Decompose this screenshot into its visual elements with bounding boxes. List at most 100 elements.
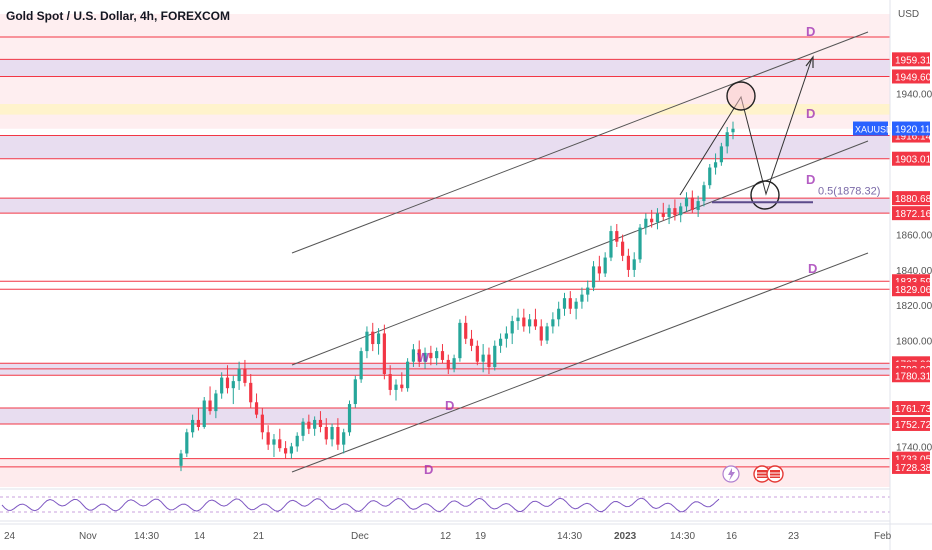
candle: [702, 181, 706, 207]
candle: [237, 361, 241, 390]
level-tag: [892, 282, 930, 297]
candle-body: [586, 287, 590, 295]
candle-body: [522, 317, 526, 327]
candle-body: [272, 439, 276, 445]
time-tick: 23: [788, 531, 800, 542]
candle-body: [493, 345, 497, 367]
wave-label-d: D: [806, 172, 815, 187]
candle-body: [220, 377, 224, 394]
price-tick: 1940.00: [896, 89, 932, 100]
candle: [679, 202, 683, 223]
candle: [423, 347, 427, 369]
candle: [353, 375, 357, 408]
candle-body: [394, 384, 398, 390]
candle: [243, 359, 247, 387]
candle: [458, 319, 462, 362]
level-tag: [892, 52, 930, 67]
candle-body: [667, 208, 671, 217]
axis-currency: USD: [898, 9, 919, 20]
candle: [266, 425, 270, 450]
candle-body: [295, 435, 299, 447]
candle-body: [347, 404, 352, 433]
sr-zone: [0, 59, 890, 77]
candle: [365, 326, 369, 359]
candle-body: [435, 351, 439, 359]
rsi-pane: [0, 488, 890, 522]
candle: [400, 372, 404, 392]
candle: [696, 195, 700, 217]
price-axis: USD 1940.00 1860.00 1840.00 1820.00 1800.00 17…: [853, 0, 932, 550]
candle: [220, 372, 224, 399]
candle-body: [301, 421, 305, 436]
candle: [446, 354, 450, 375]
candle-body: [260, 414, 264, 433]
candle-body: [289, 446, 293, 454]
level-tag: [892, 191, 930, 206]
candle: [690, 190, 694, 214]
candle: [533, 308, 538, 330]
wave-label-d: D: [445, 398, 454, 413]
candle-body: [278, 439, 282, 449]
candle: [435, 347, 439, 366]
candle: [580, 287, 584, 309]
level-tag-label: 1880.68: [895, 194, 932, 205]
candle-body: [539, 326, 543, 341]
candle-body: [545, 326, 549, 341]
chart-title: Gold Spot / U.S. Dollar, 4h, FOREXCOM: [6, 9, 230, 23]
us-flag-icon: [766, 465, 784, 483]
candle-body: [719, 146, 723, 163]
sr-zone: [0, 458, 890, 487]
sr-zone: [0, 135, 890, 159]
candle-body: [353, 379, 357, 405]
candle: [191, 414, 195, 438]
level-tag-label: 1761.73: [895, 404, 932, 415]
candle-body: [411, 349, 416, 362]
candle-body: [679, 206, 683, 216]
candle: [510, 315, 514, 345]
time-tick: 2023: [614, 531, 637, 542]
candle-body: [249, 382, 253, 403]
candle: [713, 153, 718, 175]
candle: [498, 333, 503, 353]
time-tick: Feb: [874, 531, 892, 542]
price-tick: 1800.00: [896, 337, 932, 348]
candle-body: [650, 218, 654, 223]
candle: [214, 389, 218, 419]
time-tick: 14: [194, 531, 206, 542]
candle-body: [208, 400, 212, 412]
candle: [574, 298, 578, 320]
candle: [661, 202, 665, 221]
channel-line: [291, 31, 869, 254]
candle: [225, 365, 230, 394]
candle-body: [731, 128, 735, 133]
level-tag-label: 1780.31: [895, 371, 932, 382]
channel-line: [291, 252, 869, 473]
rsi-line: [1, 497, 720, 513]
candle-body: [202, 400, 206, 427]
candle-body: [371, 331, 375, 345]
time-tick: 14:30: [134, 531, 159, 542]
sr-zone: [0, 104, 890, 115]
channel-line: [291, 140, 869, 366]
candle: [528, 314, 532, 334]
candle-body: [283, 448, 288, 454]
candle-body: [313, 419, 317, 429]
candle-body: [626, 255, 631, 270]
arrow-head: [805, 55, 814, 68]
candle: [650, 209, 654, 228]
candle: [597, 255, 601, 281]
candle: [591, 261, 596, 292]
candle-body: [557, 308, 561, 320]
candle-body: [452, 358, 456, 369]
candle-body: [638, 227, 642, 260]
last-price-label: 1920.11: [895, 125, 931, 136]
candle-body: [498, 338, 503, 346]
candle-body: [324, 426, 328, 440]
candle: [609, 225, 613, 262]
candle-body: [574, 301, 578, 309]
candle-body: [376, 333, 381, 345]
time-tick: 21: [253, 531, 265, 542]
candle: [452, 354, 456, 373]
